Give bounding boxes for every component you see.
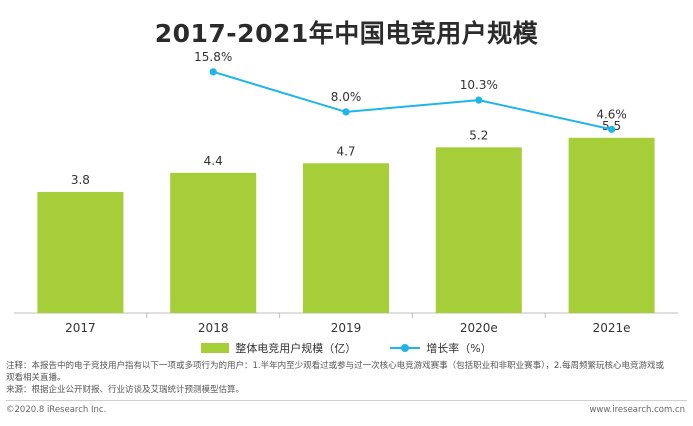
bar-value-label: 4.4 xyxy=(204,154,223,168)
footer-divider xyxy=(6,400,687,401)
legend: 整体电竞用户规模（亿） 增长率（%） xyxy=(0,338,693,358)
notes: 注释：本报告中的电子竞技用户指有以下一项或多项行为的用户：1.半年内至少观看过或… xyxy=(6,360,686,396)
chart-area: 3.820174.420184.720195.22020e5.52021e15.… xyxy=(14,50,678,335)
bar xyxy=(37,191,124,313)
growth-rate-label: 15.8% xyxy=(194,50,232,64)
footer-copyright: ©2020.8 iResearch Inc. xyxy=(6,405,107,415)
note-line-1: 注释：本报告中的电子竞技用户指有以下一项或多项行为的用户：1.半年内至少观看过或… xyxy=(6,361,664,371)
x-tick-label: 2017 xyxy=(65,321,96,335)
note-line-3: 来源：根据企业公开财报、行业访谈及艾瑞统计预测模型估算。 xyxy=(6,385,245,395)
growth-rate-label: 8.0% xyxy=(331,90,362,104)
growth-rate-label: 10.3% xyxy=(460,78,498,92)
x-tick-label: 2020e xyxy=(460,321,498,335)
growth-rate-point xyxy=(342,108,350,116)
bar xyxy=(568,137,655,313)
legend-item-line: 增长率（%） xyxy=(390,340,492,356)
bar xyxy=(303,163,389,313)
growth-rate-line xyxy=(212,70,612,131)
note-line-2: 观看相关直播。 xyxy=(6,373,66,383)
chart-title: 2017-2021年中国电竞用户规模 xyxy=(154,19,539,48)
x-tick-label: 2019 xyxy=(331,321,362,335)
legend-item-bar: 整体电竞用户规模（亿） xyxy=(201,340,356,356)
growth-rate-label: 4.6% xyxy=(596,107,627,121)
growth-rate-point xyxy=(475,96,483,104)
bar xyxy=(435,147,522,313)
bar-value-label: 4.7 xyxy=(336,144,355,158)
growth-rate-point xyxy=(209,68,217,76)
x-tick-label: 2018 xyxy=(198,321,229,335)
growth-rate-point xyxy=(608,125,616,133)
legend-line-swatch xyxy=(390,343,421,353)
bar-value-label: 5.2 xyxy=(469,128,488,142)
footer-website: www.iresearch.com.cn xyxy=(589,405,685,415)
legend-line-label: 增长率（%） xyxy=(426,342,492,355)
x-tick-label: 2021e xyxy=(593,321,631,335)
bar xyxy=(170,172,257,313)
bar-value-label: 3.8 xyxy=(71,173,90,187)
legend-bar-swatch xyxy=(201,343,230,353)
legend-bar-label: 整体电竞用户规模（亿） xyxy=(235,342,357,355)
